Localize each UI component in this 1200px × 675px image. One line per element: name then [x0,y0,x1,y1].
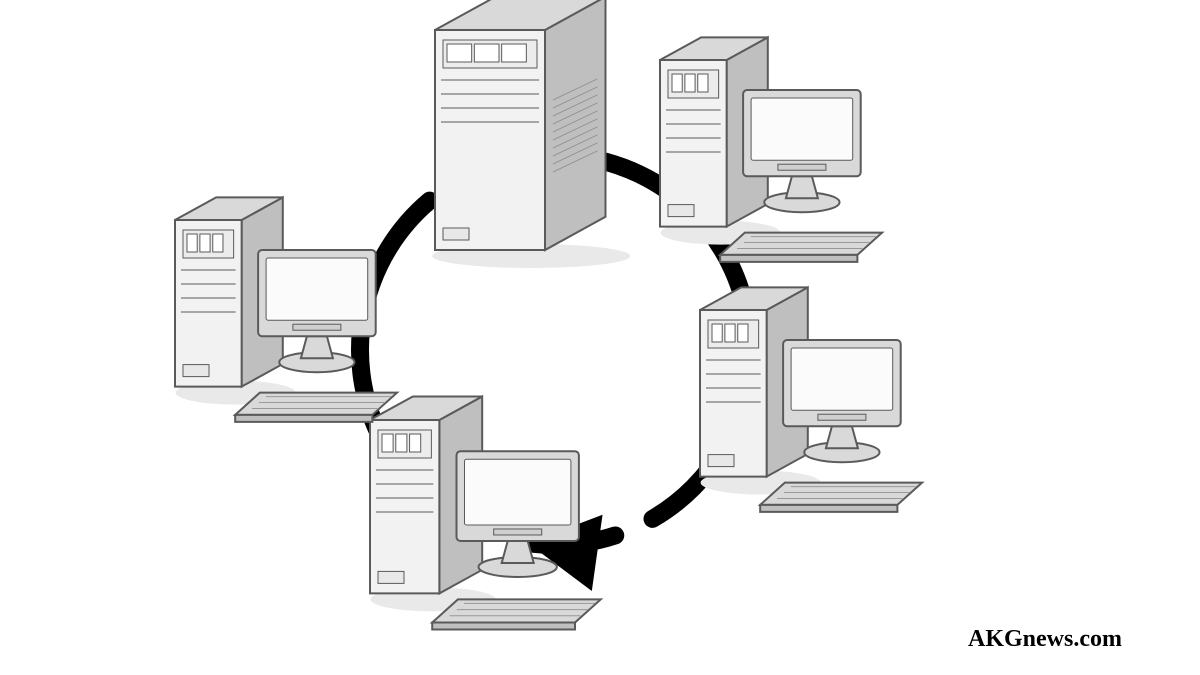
watermark-text: AKGnews.com [968,626,1122,653]
ws-right [700,287,922,511]
ws-top-right [660,37,882,261]
server-top [432,0,630,268]
ws-bottom [370,396,601,629]
ring-network-diagram [0,0,1200,675]
